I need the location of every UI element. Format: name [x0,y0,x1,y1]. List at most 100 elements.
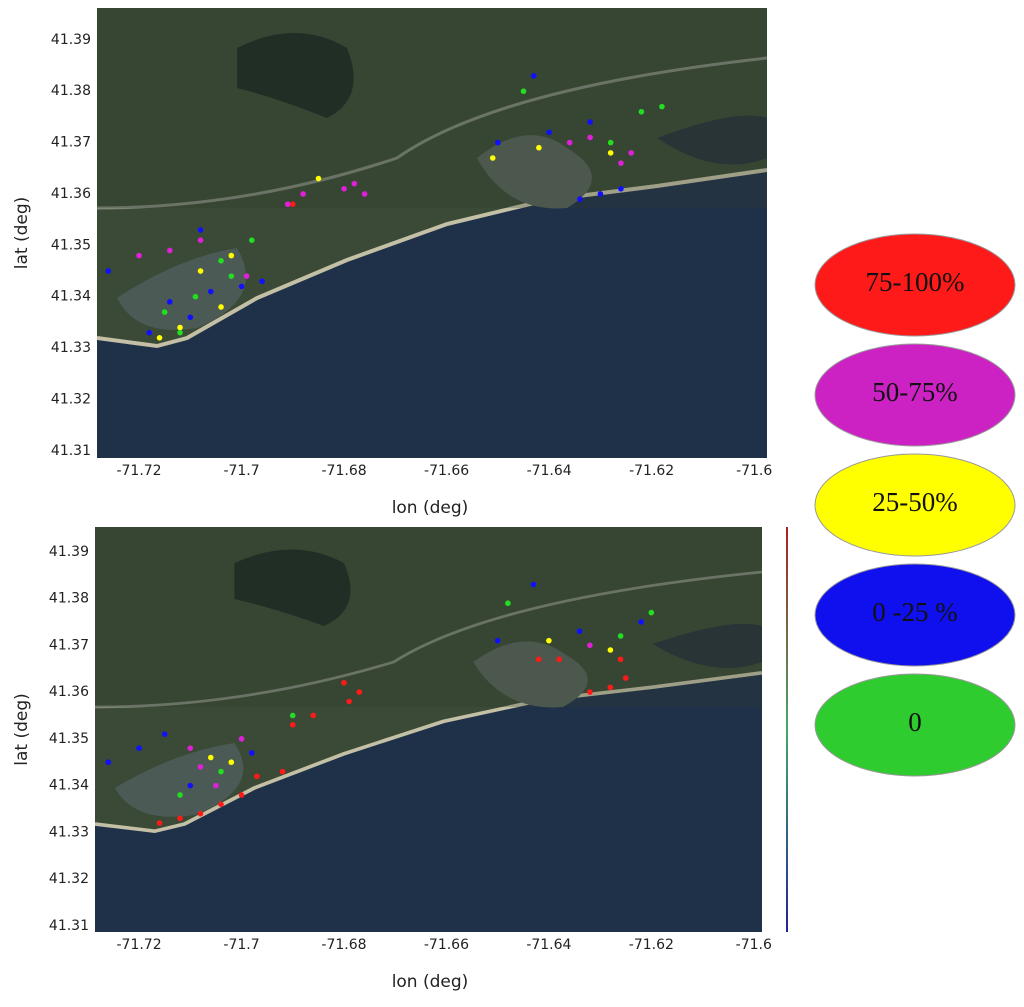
x-tick-label: -71.62 [629,937,674,953]
satellite-map [97,8,767,458]
data-point [218,801,224,808]
satellite-map [95,527,762,932]
y-tick-label: 41.31 [51,443,91,459]
y-tick-label: 41.36 [51,186,91,202]
data-point [177,329,183,336]
data-point [576,628,583,635]
legend: 75-100% 50-75% 25-50% 0 -25 % 0 [814,233,1016,777]
data-point [587,689,593,695]
y-tick-label: 41.37 [49,637,89,653]
data-point [530,73,537,79]
data-point [238,283,245,290]
x-tick-label: -71.68 [322,463,367,479]
data-point [535,656,542,663]
x-tick-label: -71.72 [116,463,161,479]
legend-label: 0 -25 % [872,597,957,627]
colorbar [786,527,788,932]
data-point [248,750,255,756]
data-point [146,329,153,336]
data-point [628,150,634,156]
data-point [177,815,183,822]
y-tick-label: 41.33 [49,824,89,840]
data-point [494,637,501,644]
legend-label: 0 [908,707,922,737]
data-point [351,180,358,187]
data-point [607,139,614,146]
data-point [520,88,527,95]
data-point [289,722,296,728]
data-point [587,134,593,141]
data-point [238,792,245,798]
y-tick-label: 41.32 [51,391,91,407]
x-tick-label: -71.66 [424,463,469,479]
legend-swatch [814,563,1016,667]
y-axis-label: lat (deg) [12,197,32,270]
data-point [177,792,183,798]
data-point [228,273,235,279]
data-point [105,759,112,766]
data-point [249,237,255,243]
y-axis-label: lat (deg) [12,693,32,766]
data-point [536,144,542,151]
data-point [187,745,194,752]
data-point [356,689,363,695]
data-point [156,820,163,826]
data-point [228,759,235,766]
data-point [290,201,296,208]
data-point [177,324,183,331]
data-point [566,139,573,146]
y-tick-label: 41.32 [49,871,89,887]
data-point [607,647,614,653]
data-point [197,227,204,233]
y-tick-label: 41.38 [49,591,89,607]
data-point [341,186,347,192]
data-point [218,768,224,775]
data-point [361,191,368,197]
data-point [166,299,173,305]
data-point [218,304,224,310]
data-point [577,196,583,202]
data-point [597,191,604,197]
data-point [254,773,260,780]
x-tick-label: -71.6 [736,463,772,479]
data-point [607,684,614,691]
data-point [105,268,112,274]
data-point [546,129,552,136]
data-point [192,293,199,300]
x-tick-label: -71.64 [527,463,572,479]
legend-label: 25-50% [872,487,957,517]
data-point [136,745,142,752]
data-point [300,191,306,197]
data-point [197,764,204,770]
data-point [489,155,496,161]
data-point [315,175,322,182]
x-tick-label: -71.72 [116,937,161,953]
y-tick-label: 41.39 [49,544,89,560]
data-point [187,782,194,789]
legend-label: 75-100% [866,267,965,297]
data-point [505,600,511,607]
data-point [638,619,644,625]
data-point [587,642,593,649]
data-point [213,782,219,789]
data-point [622,675,629,681]
data-point [187,314,194,321]
legend-swatch [814,673,1016,777]
data-point [310,712,317,719]
data-point [617,633,624,639]
legend-swatch [814,343,1016,447]
y-tick-label: 41.33 [51,340,91,356]
y-tick-label: 41.36 [49,684,89,700]
data-point [587,119,593,125]
y-tick-label: 41.39 [51,32,91,48]
data-point [617,656,624,663]
data-point [161,309,168,315]
data-point [607,150,614,156]
legend-swatch [814,453,1016,557]
y-tick-label: 41.37 [51,135,91,151]
x-tick-label: -71.7 [223,937,259,953]
data-point [284,201,291,208]
data-point [228,252,235,259]
data-point [618,160,624,166]
